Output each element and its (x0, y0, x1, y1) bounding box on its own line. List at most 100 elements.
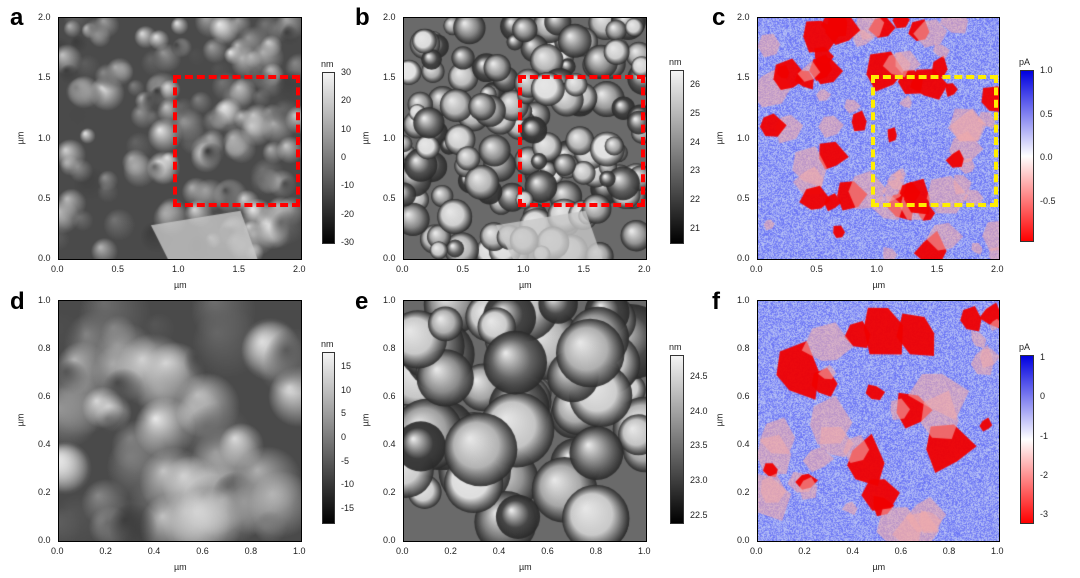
x-tick-label: 2.0 (293, 264, 306, 274)
x-tick-label: 0.4 (147, 546, 161, 556)
y-tick-label: 0.0 (383, 253, 396, 263)
colorbar-unit: nm (669, 342, 682, 352)
y-tick-label: 0.8 (737, 343, 750, 353)
x-tick-label: 0.5 (456, 264, 470, 274)
x-tick-label: 0.2 (798, 546, 811, 556)
x-tick-label: 1.0 (293, 546, 306, 556)
afm-image-f (757, 300, 1000, 542)
colorbar-tick-label: 24.0 (690, 405, 708, 416)
y-tick-label: 0.2 (38, 487, 51, 497)
y-tick-label: 0.0 (737, 535, 750, 545)
x-tick-label: 0.6 (196, 546, 209, 556)
x-tick-label: 1.5 (930, 264, 944, 274)
colorbar-tick-label: -30 (341, 237, 355, 247)
colorbar-tick-label: -5 (341, 455, 350, 466)
colorbar-tick-label: -10 (341, 479, 355, 490)
x-tick-label: 1.0 (991, 546, 1004, 556)
colorbar-unit: pA (1019, 57, 1031, 67)
x-tick-label: 1.5 (232, 264, 246, 274)
x-tick-label: 0.4 (492, 546, 506, 556)
y-axis-label: µm (15, 131, 26, 144)
x-tick-label: 0.0 (51, 264, 64, 274)
y-tick-label: 1.5 (383, 72, 396, 83)
colorbar-tick-label: 0 (341, 152, 347, 162)
x-tick-label: 1.0 (172, 264, 185, 274)
y-tick-label: 0.5 (383, 192, 396, 203)
colorbar-tick-label: 10 (341, 123, 352, 134)
x-tick-label: 2.0 (638, 264, 651, 274)
x-tick-label: 1.5 (577, 264, 591, 274)
x-axis-label: µm (519, 562, 532, 572)
colorbar-unit: nm (669, 57, 682, 67)
y-tick-label: 0.8 (38, 343, 51, 353)
colorbar-tick-label: 23.5 (690, 440, 708, 451)
colorbar-tick-label: 0 (1040, 391, 1046, 402)
panel-label: c (712, 4, 726, 31)
y-tick-label: 1.5 (737, 72, 750, 83)
colorbar-tick-label: 24.5 (690, 370, 708, 381)
y-tick-label: 2.0 (38, 12, 51, 22)
y-tick-label: 0.8 (383, 343, 396, 353)
y-tick-label: 1.0 (737, 132, 750, 143)
x-tick-label: 0.0 (750, 546, 763, 556)
colorbar-tick-label: 23.0 (690, 475, 708, 486)
panel-label: b (355, 4, 370, 31)
roi-box (517, 74, 645, 208)
y-tick-label: 1.0 (38, 132, 51, 143)
afm-image-c (757, 17, 1000, 260)
y-tick-label: 0.0 (38, 253, 51, 263)
x-tick-label: 2.0 (991, 264, 1004, 274)
y-tick-label: 0.6 (737, 391, 750, 401)
colorbar-a (322, 72, 335, 244)
colorbar-tick-label: -10 (341, 180, 355, 191)
colorbar-e (670, 355, 684, 524)
colorbar-tick-label: 22 (690, 194, 701, 204)
x-tick-label: 0.8 (942, 546, 956, 556)
colorbar-unit: nm (321, 59, 334, 69)
y-tick-label: 0.0 (383, 535, 396, 545)
x-tick-label: 0.0 (396, 264, 409, 274)
colorbar-tick-label: 30 (341, 67, 352, 77)
x-tick-label: 0.5 (111, 264, 125, 274)
x-tick-label: 1.0 (638, 546, 651, 556)
colorbar-tick-label: -1 (1040, 430, 1049, 441)
x-axis-label: µm (519, 280, 532, 290)
y-tick-label: 1.0 (383, 295, 396, 305)
colorbar-tick-label: 1 (1040, 351, 1046, 362)
colorbar-c (1020, 70, 1034, 242)
colorbar-tick-label: -20 (341, 208, 355, 219)
y-tick-label: 0.4 (383, 439, 396, 449)
colorbar-tick-label: -15 (341, 502, 355, 513)
y-tick-label: 2.0 (737, 12, 750, 22)
y-axis-label: µm (714, 131, 725, 144)
y-tick-label: 0.6 (38, 391, 51, 401)
y-tick-label: 1.5 (38, 72, 51, 83)
y-axis-label: µm (360, 131, 371, 144)
y-axis-label: µm (714, 413, 725, 427)
x-tick-label: 0.6 (541, 546, 554, 556)
panel-label: d (10, 288, 25, 315)
panel-label: e (355, 288, 369, 315)
y-axis-label: µm (15, 413, 26, 427)
x-tick-label: 0.8 (589, 546, 603, 556)
colorbar-tick-label: 1.0 (1040, 65, 1053, 75)
y-tick-label: 0.4 (38, 439, 51, 449)
colorbar-f (1020, 355, 1034, 524)
colorbar-b (670, 70, 684, 244)
afm-image-e (403, 300, 647, 542)
y-tick-label: 0.0 (38, 535, 51, 545)
colorbar-tick-label: 0.0 (1040, 152, 1053, 163)
colorbar-tick-label: 15 (341, 361, 352, 372)
y-axis-label: µm (360, 413, 371, 427)
colorbar-tick-label: -3 (1040, 509, 1049, 520)
y-tick-label: 1.0 (383, 132, 396, 143)
afm-image-d (58, 300, 302, 542)
y-tick-label: 0.5 (38, 192, 51, 203)
x-tick-label: 0.8 (244, 546, 258, 556)
x-tick-label: 0.4 (846, 546, 859, 556)
x-axis-label: µm (174, 280, 187, 290)
colorbar-tick-label: 10 (341, 384, 352, 395)
x-tick-label: 0.5 (810, 264, 823, 274)
colorbar-tick-label: -0.5 (1040, 195, 1056, 206)
x-tick-label: 0.2 (99, 546, 112, 556)
